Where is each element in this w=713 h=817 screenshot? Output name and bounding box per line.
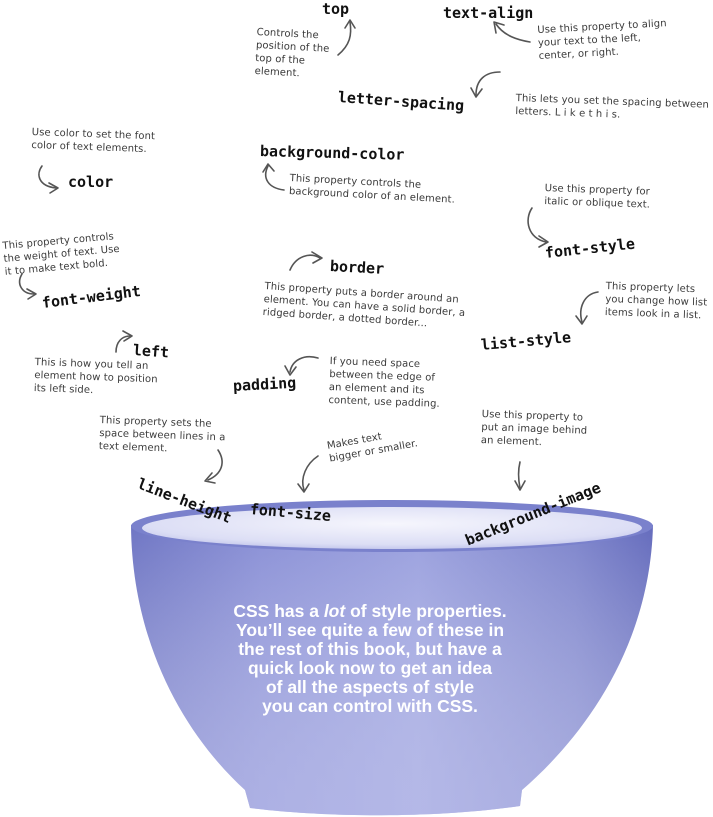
bowl-caption-line-2: You’ll see quite a few of these in bbox=[235, 620, 505, 640]
property-background-color: background-color bbox=[259, 142, 405, 164]
bowl-caption: CSS has a lot of style properties. You’l… bbox=[185, 602, 555, 716]
property-border: border bbox=[329, 257, 385, 278]
property-color: color bbox=[68, 173, 114, 191]
property-top: top bbox=[322, 0, 350, 18]
property-left: left bbox=[132, 341, 170, 362]
note-padding: If you need space between the edge of an e… bbox=[328, 355, 440, 410]
note-text-align: Use this property to align your text to t… bbox=[537, 18, 667, 62]
note-color: Use color to set the font color of text e… bbox=[31, 126, 156, 156]
bowl-caption-line-1: CSS has a lot of style properties. bbox=[233, 601, 507, 621]
note-left: This is how you tell an element how to po… bbox=[33, 356, 158, 397]
bowl-caption-line-4: quick look now to get an idea bbox=[247, 658, 493, 678]
note-list-style: This property lets you change how list ite… bbox=[604, 280, 708, 322]
note-font-style: Use this property for italic or oblique t… bbox=[544, 182, 651, 211]
property-padding: padding bbox=[232, 373, 297, 395]
note-top: Controls the position of the top of the ele… bbox=[254, 26, 330, 80]
note-line-height: This property sets the space between line… bbox=[98, 414, 226, 455]
bowl-caption-line-5: of all the aspects of style bbox=[265, 677, 475, 697]
property-text-align: text-align bbox=[443, 4, 534, 22]
bowl-caption-line-6: you can control with CSS. bbox=[262, 696, 478, 716]
note-background-image: Use this property to put an image behind a… bbox=[480, 408, 588, 449]
bowl-caption-line-3: the rest of this book, but have a bbox=[238, 639, 502, 659]
